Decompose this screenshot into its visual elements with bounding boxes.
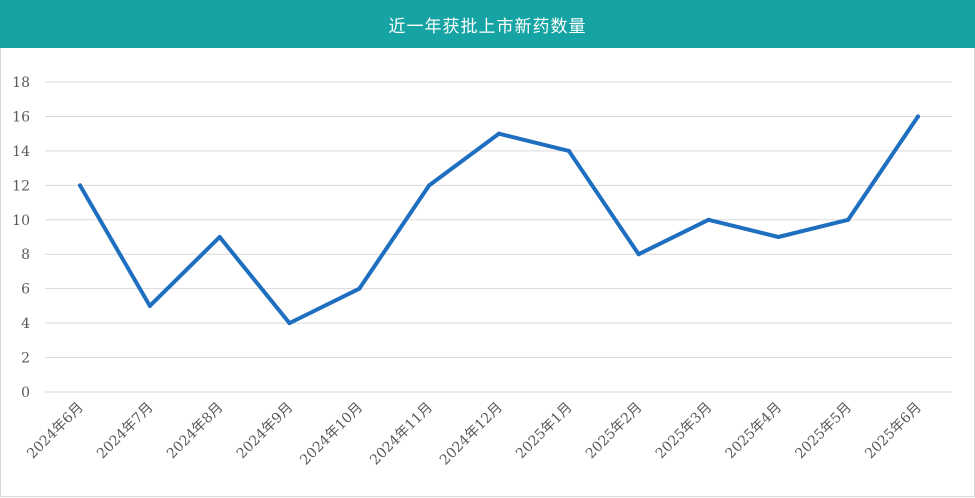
- data-point: [706, 217, 711, 222]
- x-tick-label: 2024年8月: [164, 400, 227, 463]
- x-tick-label: 2024年12月: [437, 400, 506, 469]
- data-point: [636, 252, 641, 257]
- x-tick-label: 2024年10月: [297, 400, 366, 469]
- x-tick-label: 2025年6月: [862, 400, 925, 463]
- y-tick-label: 8: [21, 247, 30, 263]
- data-point: [217, 235, 222, 239]
- x-tick-label: 2025年5月: [792, 400, 855, 463]
- data-point: [776, 235, 781, 239]
- y-tick-label: 2: [21, 351, 30, 367]
- data-point: [566, 148, 571, 153]
- y-tick-label: 0: [21, 385, 30, 401]
- y-tick-label: 10: [12, 213, 30, 229]
- x-tick-label: 2024年9月: [234, 400, 297, 463]
- y-tick-label: 4: [21, 316, 30, 332]
- data-point: [78, 183, 82, 188]
- y-tick-label: 16: [12, 109, 30, 125]
- data-point: [357, 286, 362, 291]
- y-tick-label: 12: [12, 178, 30, 194]
- data-point: [846, 217, 851, 222]
- y-tick-label: 18: [12, 75, 30, 91]
- y-tick-label: 6: [21, 282, 30, 298]
- x-tick-label: 2025年1月: [513, 400, 576, 463]
- chart-title: 近一年获批上市新药数量: [0, 0, 975, 48]
- y-tick-label: 14: [12, 144, 30, 160]
- data-point: [916, 114, 920, 119]
- data-point: [287, 321, 292, 326]
- data-point: [427, 183, 432, 188]
- data-point: [497, 131, 501, 136]
- data-point: [147, 303, 152, 308]
- x-tick-label: 2025年4月: [723, 400, 786, 463]
- x-tick-label: 2025年3月: [653, 400, 716, 463]
- x-tick-label: 2025年2月: [583, 400, 646, 463]
- x-tick-label: 2024年11月: [367, 400, 436, 469]
- x-tick-label: 2024年7月: [94, 400, 157, 463]
- x-tick-label: 2024年6月: [24, 400, 87, 463]
